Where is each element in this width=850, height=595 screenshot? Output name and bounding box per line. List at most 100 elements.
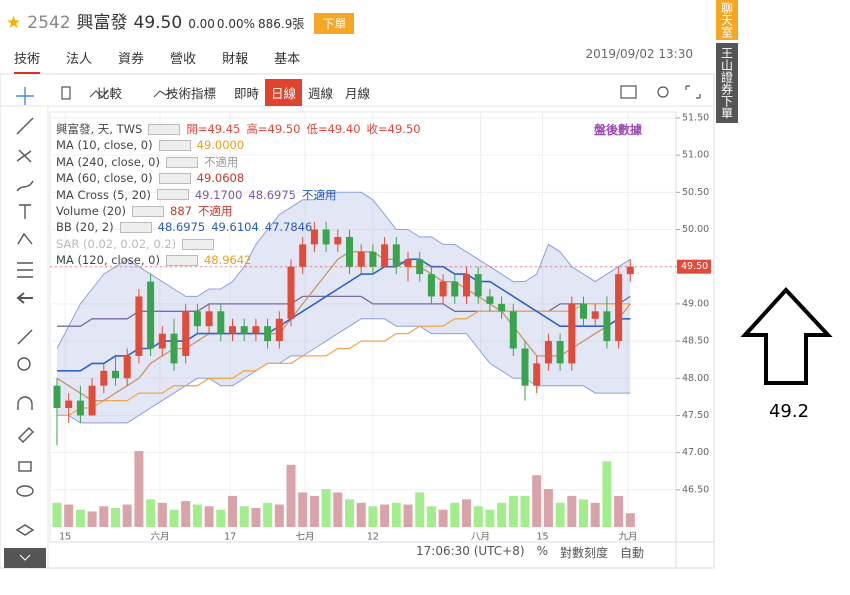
legend-icons[interactable] [132, 205, 165, 217]
candle-body [357, 251, 365, 267]
x-tick-label: 七月 [296, 532, 315, 543]
candle-body [568, 303, 576, 364]
legend-icons[interactable] [158, 140, 191, 152]
toolbar: 比較 技術指標 即時 日線 週線 月線 [52, 78, 376, 106]
toolbar-icons[interactable] [61, 85, 701, 100]
candle-body [135, 296, 143, 356]
volume-bar [263, 502, 273, 527]
legend-icons[interactable] [148, 123, 181, 135]
candle-body [76, 400, 84, 416]
legend-row: MA (10, close, 0) 49.0000 [56, 137, 421, 153]
band-line [56, 191, 631, 349]
volume-bar [228, 495, 237, 527]
percent-toggle[interactable]: % [536, 544, 548, 558]
candle-body [474, 274, 482, 297]
candle-body [217, 311, 225, 334]
volume-bar [111, 508, 120, 527]
price-change: 0.00 [188, 17, 215, 31]
y-tick-label: 50.00 [682, 224, 709, 235]
tab[interactable]: 資券 [118, 52, 145, 67]
collapse-button[interactable] [4, 548, 46, 568]
interval-button[interactable]: 即時 [234, 85, 260, 101]
volume-bar [64, 504, 74, 527]
band-area [57, 192, 631, 423]
y-tick-label: 51.00 [682, 150, 709, 161]
tab[interactable]: 技術 [14, 48, 41, 74]
legend-label: MA Cross (5, 20) [56, 187, 151, 202]
volume-bar [87, 511, 97, 527]
volume-bar [52, 502, 62, 527]
volume-bar [356, 502, 366, 527]
tab[interactable]: 法人 [66, 52, 93, 67]
last-price-tag [677, 259, 711, 274]
tab[interactable]: 基本 [274, 52, 301, 67]
candle-body [498, 303, 506, 312]
candle-body [53, 385, 61, 409]
candle-body [299, 244, 307, 267]
header: ★ 2542 興富發 49.50 0.00 0.00% 886.9張 下單 [6, 8, 355, 34]
legend-value: 47.7846 [264, 220, 313, 235]
left-tools[interactable] [15, 87, 35, 536]
datetime: 2019/09/02 13:30 [585, 47, 693, 61]
star-icon[interactable]: ★ [6, 13, 22, 33]
last-price-label: 49.50 [681, 261, 708, 272]
legend-icons[interactable] [182, 238, 215, 250]
broker-order-button[interactable]: 王山證券下單 [716, 43, 738, 123]
candle-body [88, 385, 96, 416]
legend: 興富發, 天, TWS 開=49.45 高=49.50 低=49.40 收=49.50 M… [56, 121, 421, 269]
interval-button[interactable]: 月線 [345, 85, 371, 101]
legend-value: 收=49.50 [366, 122, 421, 136]
tab[interactable]: 營收 [170, 52, 197, 67]
chat-button[interactable]: 聊天室 [716, 0, 738, 40]
volume-bar [239, 506, 249, 527]
volume-bar [309, 495, 319, 527]
stock-name: 興富發 [76, 13, 128, 33]
indicator-line [57, 303, 631, 417]
volume-bar [602, 461, 612, 527]
volume-bar [462, 499, 471, 527]
legend-value: 49.1700 [194, 187, 243, 202]
legend-label: BB (20, 2) [56, 220, 114, 235]
indicator-line [56, 251, 631, 402]
volume-bar [403, 504, 413, 527]
volume-bar [532, 475, 542, 527]
x-tick-label: 八月 [471, 532, 490, 543]
log-toggle[interactable]: 對數刻度 [559, 546, 608, 560]
legend-icons[interactable] [165, 156, 198, 168]
annotation-text: 49.2 [769, 401, 809, 422]
legend-row: Volume (20) 887 不適用 [56, 203, 421, 219]
legend-value: 48.6975 [248, 187, 296, 202]
candle-body [123, 355, 131, 379]
volume-bar [99, 506, 109, 527]
volume-bar [567, 495, 577, 527]
volume-bar [415, 492, 425, 527]
price-change-pct: 0.00% [216, 17, 256, 31]
interval-button[interactable]: 日線 [265, 78, 303, 106]
candle-body [544, 341, 552, 364]
volume-bar [204, 506, 214, 527]
candle-body [322, 229, 330, 245]
legend-icons[interactable] [119, 222, 152, 234]
auto-toggle[interactable]: 自動 [619, 546, 644, 560]
candle-body [334, 236, 342, 245]
y-tick-label: 47.00 [682, 447, 709, 458]
interval-button[interactable]: 週線 [308, 85, 334, 101]
candle-body [556, 341, 564, 364]
order-button[interactable]: 下單 [314, 13, 355, 34]
legend-icons[interactable] [156, 189, 189, 201]
x-tick-label: 12 [367, 532, 379, 543]
candle-body [603, 311, 611, 342]
legend-icons[interactable] [165, 254, 198, 266]
volume: 886.9張 [258, 17, 305, 31]
legend-value: 開=49.45 [186, 122, 241, 136]
volume-bar [321, 489, 331, 527]
candle-body [65, 400, 73, 409]
legend-value: 887 [170, 204, 192, 219]
indicators-button[interactable]: 技術指標 [165, 85, 216, 101]
compare-button[interactable]: 比較 [96, 85, 122, 101]
x-tick-label: 15 [59, 532, 71, 543]
legend-icons[interactable] [158, 172, 191, 184]
candle-body [580, 303, 587, 319]
tab[interactable]: 財報 [222, 52, 249, 67]
